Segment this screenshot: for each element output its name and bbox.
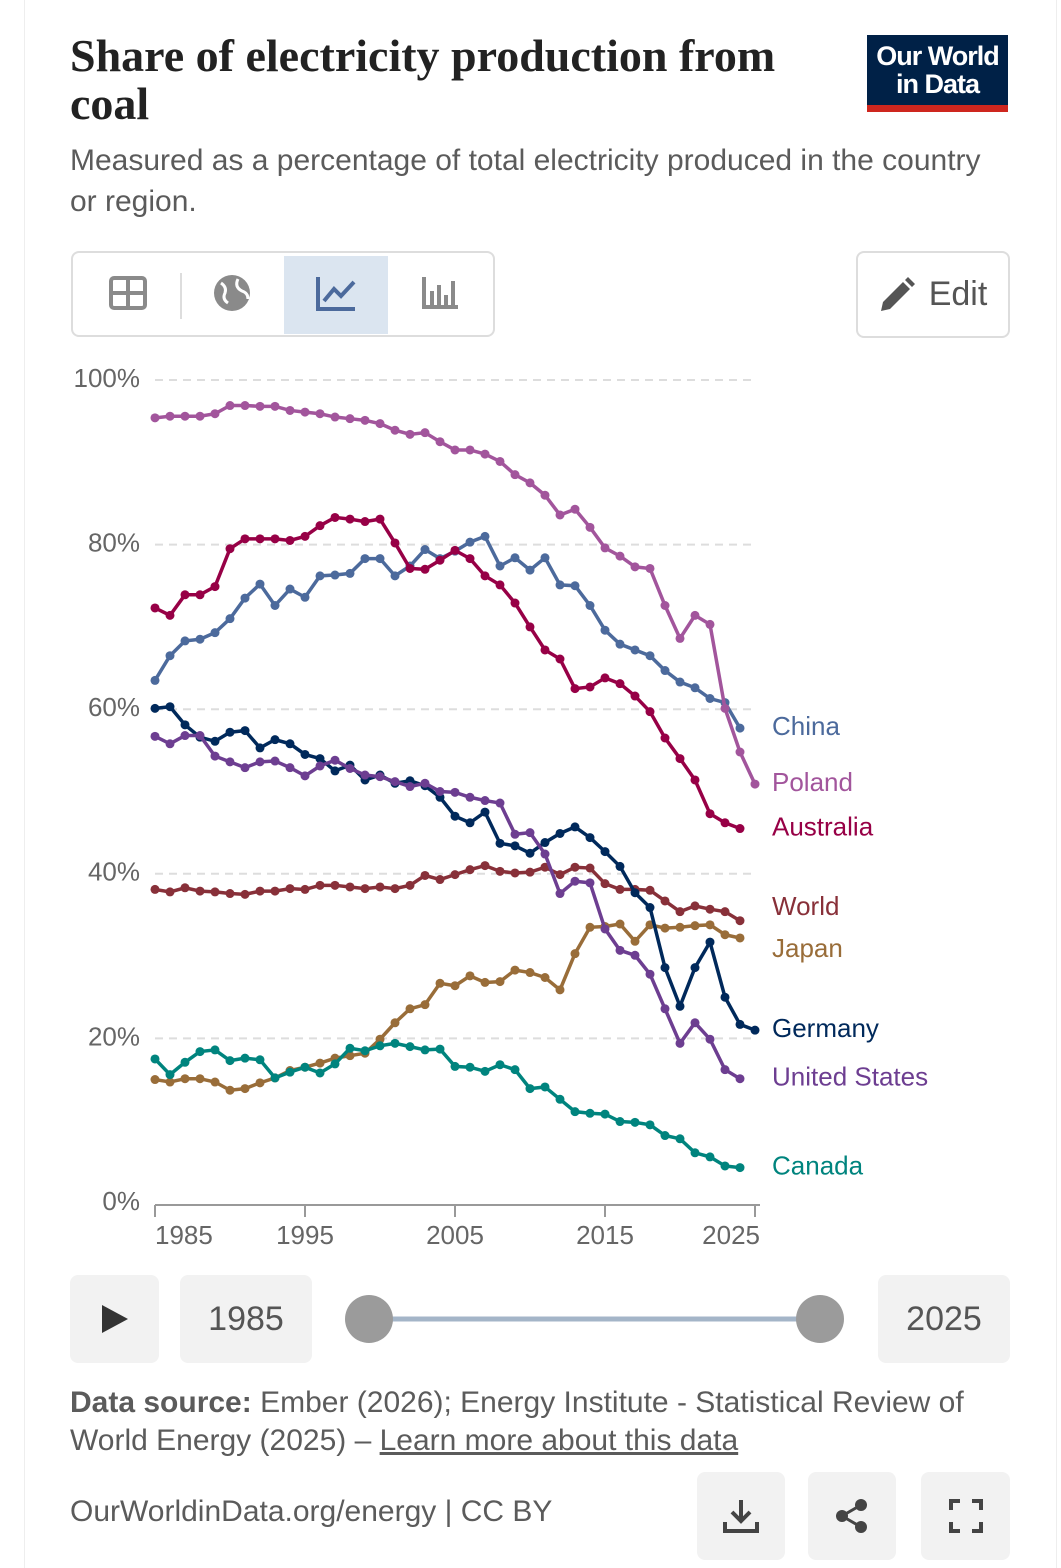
logo[interactable]: Our World in Data <box>867 35 1008 112</box>
share-button[interactable] <box>808 1472 896 1560</box>
logo-line: in Data <box>895 69 980 99</box>
tab-icons <box>109 256 458 334</box>
source-text: Ember (2026); Energy Institute - Statist… <box>70 1386 964 1457</box>
line-tab[interactable] <box>316 277 356 311</box>
edit-button[interactable]: Edit <box>856 251 1010 338</box>
share-icon <box>836 1499 867 1533</box>
table-tab[interactable] <box>109 276 147 310</box>
fullscreen-icon <box>948 1499 983 1533</box>
subtitle: Measured as a percentage of total electr… <box>70 144 981 218</box>
end-year[interactable]: 2025 <box>878 1275 1010 1363</box>
logo-line: Our World <box>876 41 1000 71</box>
start-handle[interactable] <box>345 1295 393 1343</box>
download-button[interactable] <box>697 1472 785 1560</box>
card <box>24 0 1057 1568</box>
edit-label: Edit <box>928 275 988 313</box>
play-icon <box>101 1305 128 1333</box>
bar-tab[interactable] <box>422 277 458 309</box>
end-handle[interactable] <box>796 1295 844 1343</box>
timeline-slider <box>345 1295 844 1343</box>
tab-bar <box>71 251 495 337</box>
title: Share of electricity production from coa… <box>70 30 776 129</box>
source-label: Data source: <box>70 1386 252 1419</box>
learn-more-link[interactable]: Learn more about this data <box>379 1424 739 1457</box>
pencil-icon <box>880 276 915 311</box>
source: Data source: Ember (2026); Energy Instit… <box>70 1384 1010 1460</box>
active-tab[interactable] <box>284 256 388 334</box>
map-tab[interactable] <box>214 275 250 311</box>
play-button[interactable] <box>70 1275 159 1363</box>
download-icon <box>723 1500 759 1533</box>
fullscreen-button[interactable] <box>921 1472 1010 1560</box>
footer: OurWorldinData.org/energy | CC BY <box>70 1495 553 1528</box>
start-year[interactable]: 1985 <box>180 1275 312 1363</box>
